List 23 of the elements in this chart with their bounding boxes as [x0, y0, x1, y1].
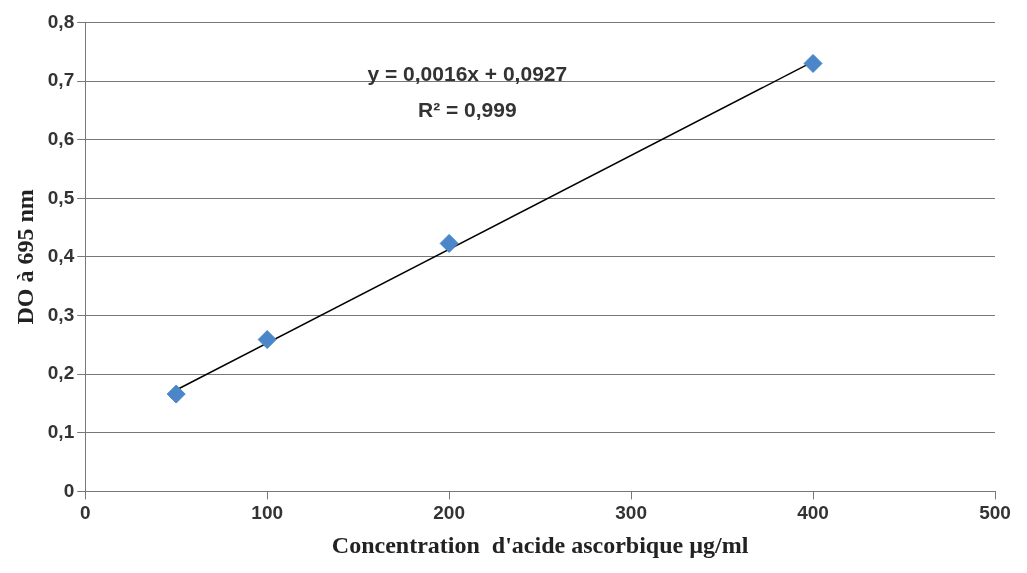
- annotation: R² = 0,999: [418, 98, 517, 122]
- x-axis-title: Concentration d'acide ascorbique µg/ml: [331, 531, 749, 558]
- y-tick-label: 0,3: [47, 303, 75, 325]
- x-tick-label: 500: [979, 502, 1011, 524]
- x-tick-label: 300: [615, 502, 647, 524]
- y-tick-label: 0: [63, 479, 75, 501]
- y-axis-title: DO à 695 nm: [11, 189, 38, 325]
- y-tick-label: 0,8: [47, 10, 75, 32]
- y-tick-label: 0,2: [47, 362, 75, 384]
- point: [439, 233, 459, 253]
- y-tick-label: 0,1: [47, 421, 75, 443]
- y-tick-label: 0,7: [47, 69, 75, 91]
- x-tick-label: 200: [433, 502, 465, 524]
- point: [166, 384, 186, 404]
- y-tick-label: 0,5: [47, 186, 75, 208]
- y-tick-label: 0,6: [47, 127, 75, 149]
- y-tick-label: 0,4: [47, 245, 75, 267]
- annotation: y = 0,0016x + 0,0927: [367, 62, 568, 86]
- x-tick-label: 0: [79, 502, 91, 524]
- x-tick-label: 400: [797, 502, 829, 524]
- x-tick-label: 100: [251, 502, 284, 524]
- point: [803, 53, 823, 73]
- point: [257, 330, 277, 350]
